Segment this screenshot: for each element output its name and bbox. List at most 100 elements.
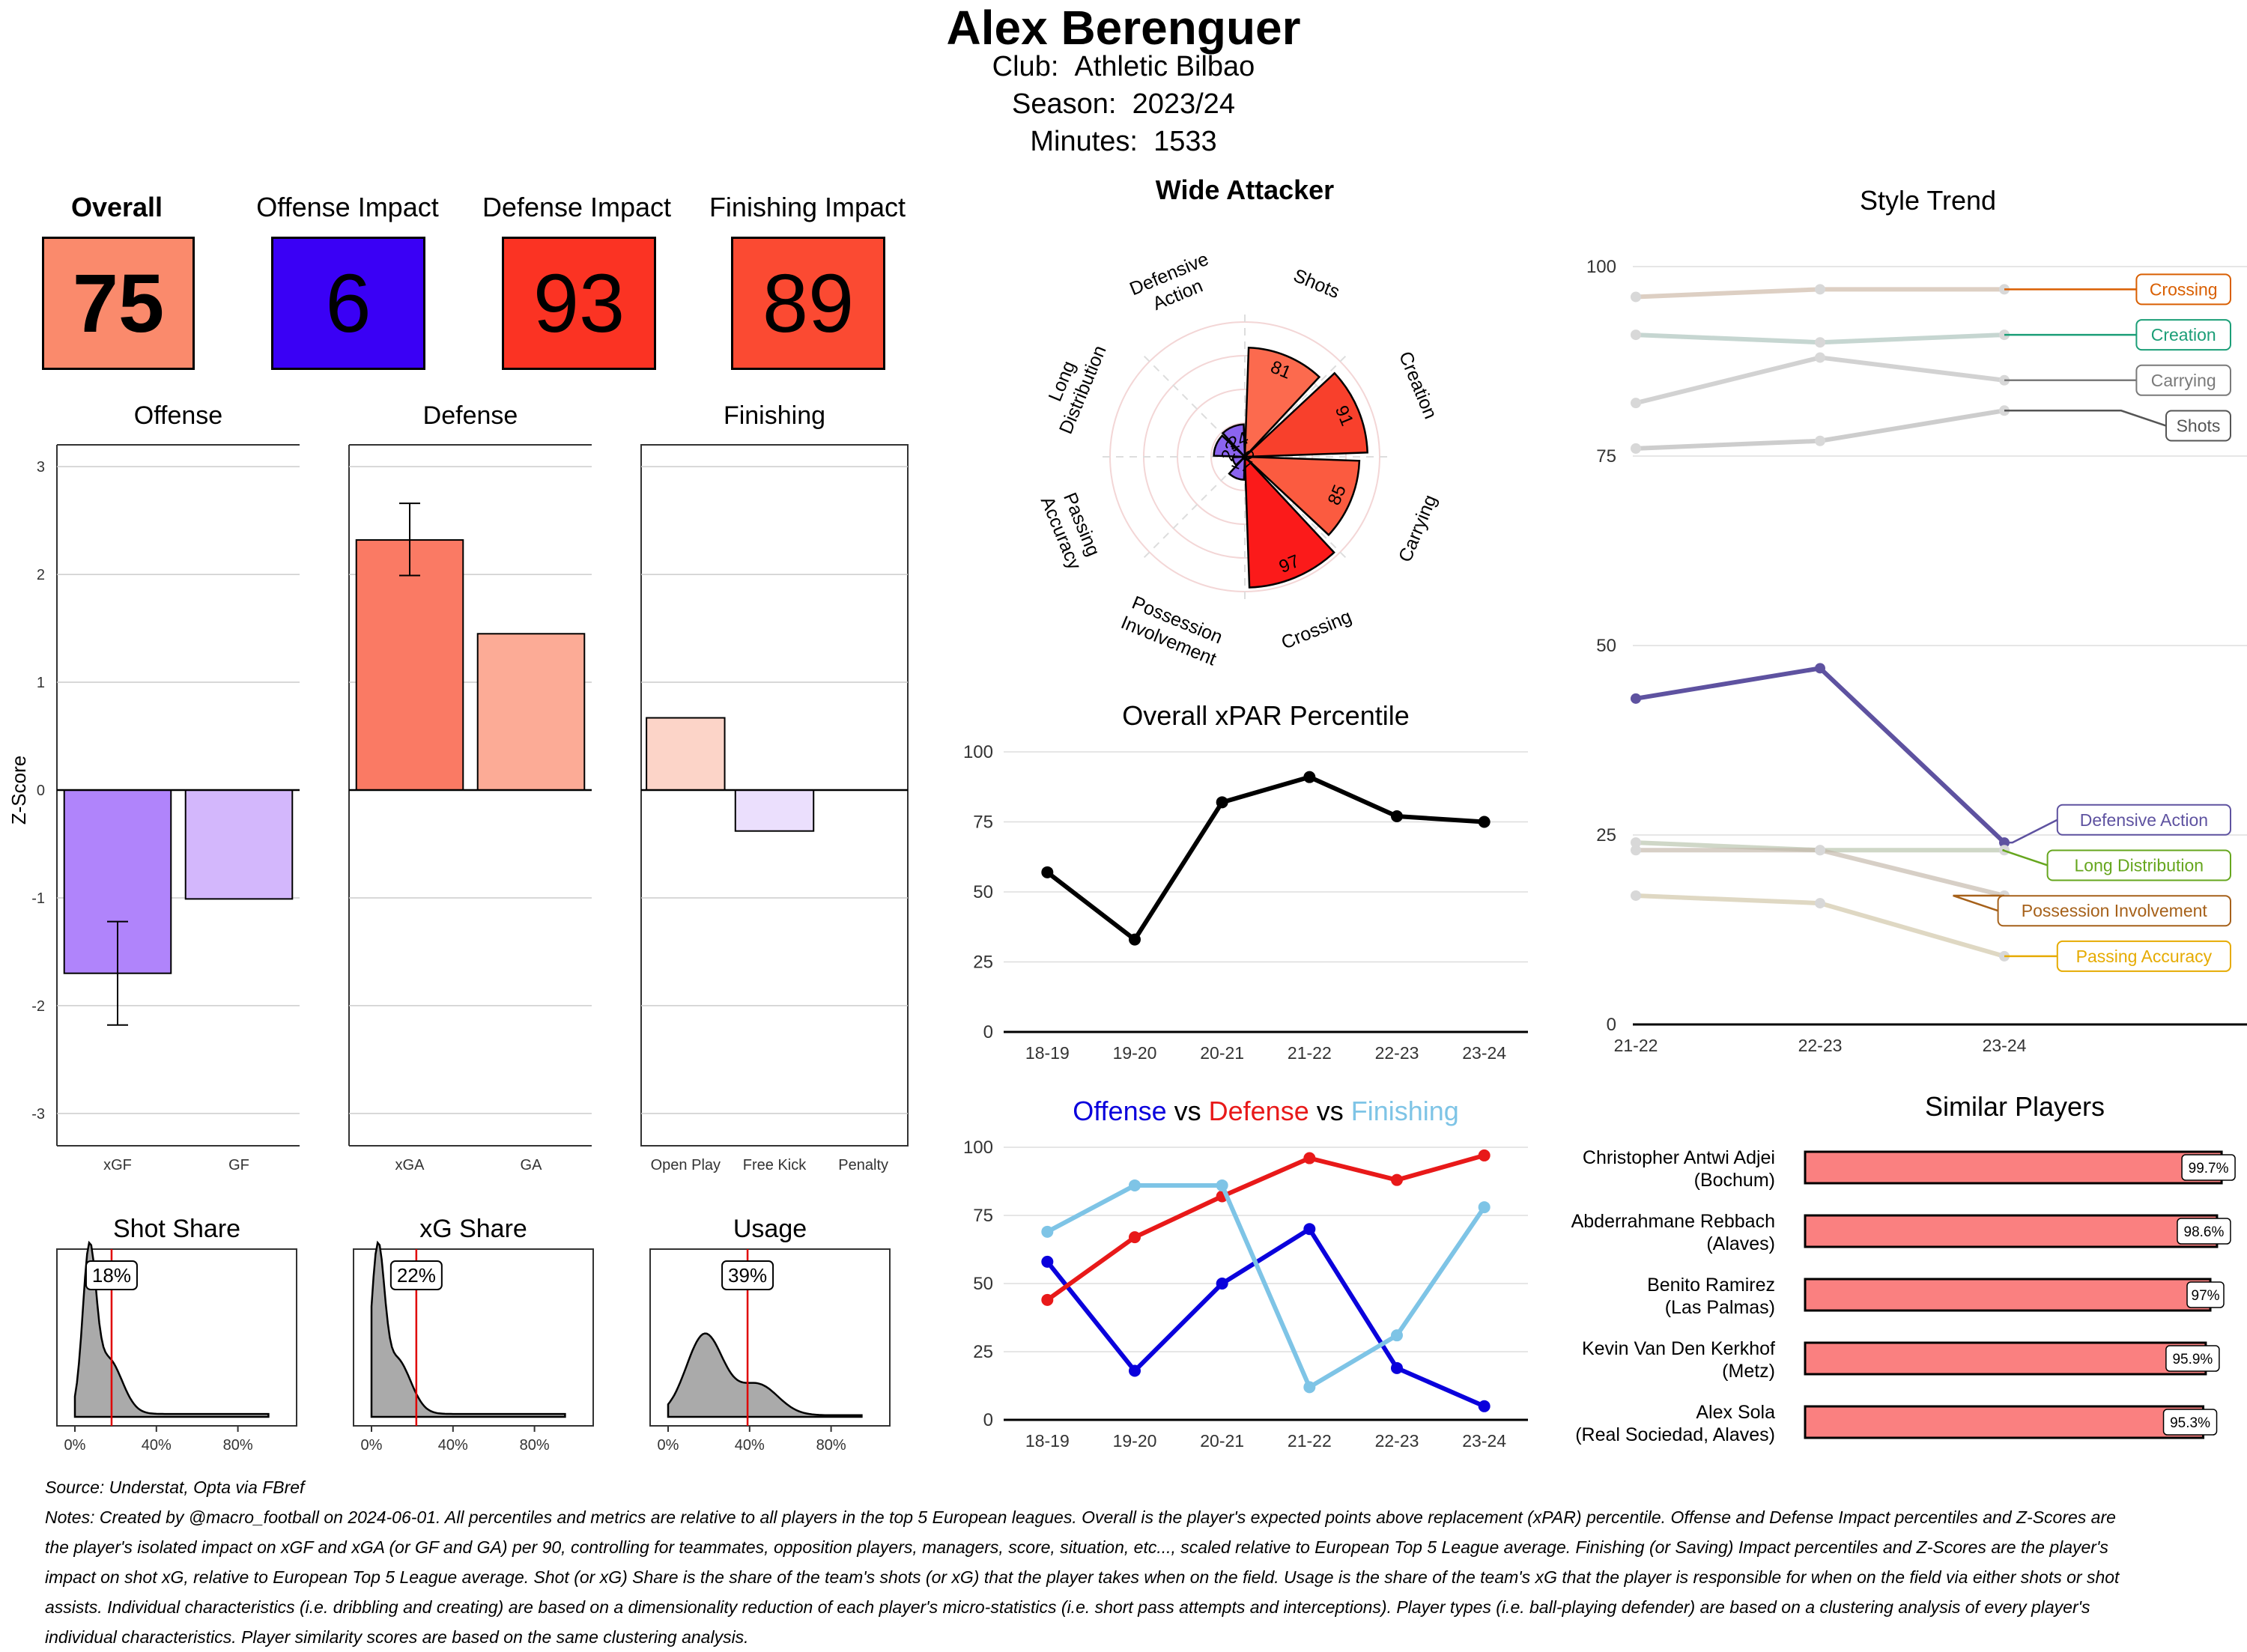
style-label-box: [2135, 364, 2232, 396]
similar-score-label: 98.6%: [2184, 1224, 2225, 1240]
ovd-ytick: 100: [963, 1138, 993, 1158]
style-ytick: 50: [1596, 636, 1616, 656]
ovd-point: [1216, 1278, 1228, 1290]
share-xtick: 40%: [735, 1437, 765, 1454]
style-title: Style Trend: [1860, 185, 1996, 216]
radar-title: Wide Attacker: [1156, 174, 1334, 205]
style-label-box: [1997, 895, 2231, 927]
zscore-ytick: -2: [31, 998, 45, 1015]
ovd-point: [1129, 1364, 1141, 1377]
similar-player-name: Benito Ramirez: [1647, 1275, 1775, 1296]
style-connector: [2002, 848, 2048, 866]
style-point: [1815, 337, 1825, 348]
similar-score-label: 95.3%: [2170, 1415, 2210, 1431]
overall-score-box: 75: [42, 237, 195, 370]
similar-score-label: 97%: [2192, 1288, 2220, 1304]
xpar-point: [1391, 810, 1403, 823]
radar-spoke: [1244, 355, 1347, 458]
ovd-point: [1129, 1179, 1141, 1191]
zscore-panel-frame: [640, 444, 909, 1147]
ovd-series-line: [1045, 1227, 1485, 1409]
style-series-label: Crossing: [2150, 279, 2218, 299]
similar-score-label: 95.9%: [2172, 1352, 2213, 1367]
offense-impact-label: Offense Impact: [256, 192, 439, 222]
style-label-box: [2135, 319, 2232, 351]
similar-player-club: (Real Sociedad, Alaves): [1575, 1424, 1775, 1445]
similar-player-name: Kevin Van Den Kerkhof: [1582, 1338, 1775, 1359]
share-label: 18%: [92, 1264, 131, 1287]
notes-line-1: Notes: Created by @macro_football on 202…: [45, 1507, 2116, 1527]
share-panel-title: Shot Share: [113, 1215, 240, 1243]
style-label-box: [2165, 410, 2231, 442]
ovd-title-part: vs: [1167, 1096, 1201, 1126]
xpar-ytick: 50: [973, 882, 993, 902]
ovd-title: Offense vs Defense vs Finishing: [1073, 1096, 1459, 1126]
radar-category-label: Shots: [1291, 265, 1343, 303]
similar-title: Similar Players: [1925, 1091, 2105, 1122]
zscore-xtick: Penalty: [838, 1157, 888, 1173]
share-label-box: [721, 1260, 774, 1290]
zscore-bar: [476, 633, 586, 791]
share-panel-title: Usage: [733, 1215, 807, 1243]
notes-line-4: assists. Individual characteristics (i.e…: [45, 1597, 2090, 1617]
style-xtick: 23-24: [1983, 1036, 2027, 1055]
style-point: [1631, 443, 1641, 454]
zscore-xtick: Free Kick: [743, 1157, 807, 1173]
ovd-title-part: Defense: [1201, 1096, 1309, 1126]
share-xtick: 80%: [816, 1437, 846, 1454]
zscore-xtick: Open Play: [651, 1157, 721, 1173]
ovd-title-part: Finishing: [1344, 1096, 1459, 1126]
style-series-label: Carrying: [2151, 371, 2216, 390]
zscore-panel-title: Defense: [423, 401, 518, 430]
ovd-xtick: 18-19: [1025, 1431, 1070, 1451]
minutes-label: Minutes:: [1030, 126, 1138, 157]
ovd-point: [1129, 1231, 1141, 1244]
xpar-xtick: 19-20: [1113, 1043, 1157, 1063]
similar-score-label: 99.7%: [2189, 1161, 2229, 1176]
radar-category-label: Carrying: [1395, 492, 1441, 565]
style-label-box: [2056, 804, 2231, 836]
ovd-xtick: 23-24: [1462, 1431, 1506, 1451]
zscore-panel-title: Finishing: [724, 401, 825, 430]
style-series-line: [1636, 848, 2005, 898]
share-density: [667, 1332, 863, 1418]
share-xtick: 80%: [223, 1437, 253, 1454]
style-point: [1631, 398, 1641, 409]
style-point: [1815, 352, 1825, 363]
style-series-line: [1635, 355, 2005, 406]
similar-player-club: (Bochum): [1694, 1170, 1775, 1191]
ovd-point: [1478, 1400, 1491, 1412]
style-series-label: Long Distribution: [2074, 855, 2204, 875]
zscore-chart: Z-Score -3 -2 -1 0 1 2 3 Offense xGF GF Defense xGA G…: [7, 401, 909, 1173]
xpar-point: [1041, 866, 1054, 878]
finishing-impact-label: Finishing Impact: [709, 192, 906, 222]
xpar-xtick: 21-22: [1288, 1043, 1332, 1063]
ovd-point: [1478, 1201, 1491, 1214]
zscore-bar: [646, 717, 726, 791]
radar-category-label: DefensiveAction: [1126, 249, 1220, 321]
similar-bar: [1804, 1150, 2223, 1185]
zscore-panel-title: Offense: [134, 401, 222, 430]
style-point: [1631, 693, 1641, 704]
similar-player-club: (Metz): [1722, 1361, 1775, 1382]
ovd-series-line: [1046, 1182, 1487, 1390]
ovd-point: [1041, 1293, 1054, 1306]
zscore-ytick: -3: [31, 1106, 45, 1123]
radar-category-label-line: Carrying: [1395, 492, 1441, 565]
radar-category-label: PassingAccuracy: [1037, 485, 1106, 573]
style-point: [1815, 435, 1825, 446]
style-chart: Style Trend 0 25 50 75 100 21-22 22-23 23-24 Cros…: [1586, 185, 2247, 1055]
style-xtick: 22-23: [1798, 1036, 1843, 1055]
radar-category-label-line: Creation: [1395, 348, 1441, 422]
ovd-point: [1303, 1381, 1316, 1394]
radar-spoke: [1143, 456, 1246, 559]
style-label-box: [2046, 849, 2231, 881]
share-xtick: 40%: [438, 1437, 468, 1454]
share-xtick: 0%: [64, 1437, 86, 1454]
style-ytick: 25: [1596, 825, 1616, 845]
season-label: Season:: [1012, 88, 1117, 120]
ovd-xtick: 21-22: [1288, 1431, 1332, 1451]
similar-player-name: Alex Sola: [1696, 1402, 1775, 1423]
ovd-title-part: vs: [1309, 1096, 1344, 1126]
